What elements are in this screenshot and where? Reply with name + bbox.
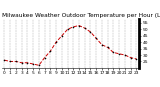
Text: Milwaukee Weather Outdoor Temperature per Hour (Last 24 Hours): Milwaukee Weather Outdoor Temperature pe… (2, 13, 160, 18)
